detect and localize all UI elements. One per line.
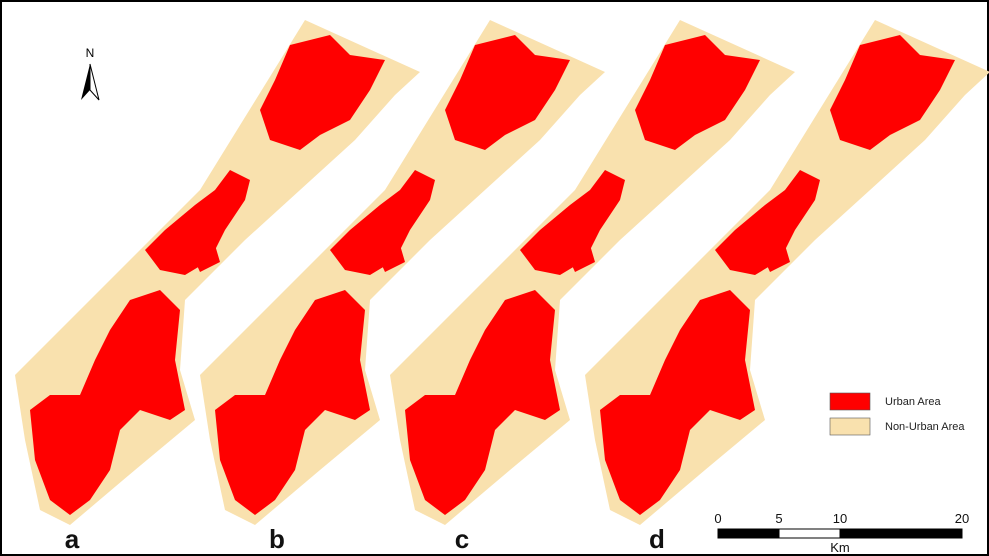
map-figure: N a b c d Urban Area Non-Urban Area Km 0… [0,0,989,556]
panel-label: c [455,524,469,554]
scale-segment [840,529,962,538]
scale-tick-label: 20 [955,511,969,526]
scale-segment [718,529,779,538]
scale-tick-label: 0 [714,511,721,526]
legend: Urban Area Non-Urban Area [830,393,965,435]
north-label: N [86,46,95,60]
scale-segment [779,529,840,538]
north-arrow: N [81,46,99,100]
panel-label: b [269,524,285,554]
panel-label: d [649,524,665,554]
scale-tick-label: 5 [775,511,782,526]
scale-bar: Km 0 5 10 20 [714,511,969,555]
legend-label: Non-Urban Area [885,421,965,433]
scale-unit: Km [830,540,850,555]
legend-swatch [830,393,870,410]
legend-swatch [830,418,870,435]
legend-label: Urban Area [885,396,942,408]
panel-label: a [65,524,80,554]
scale-tick-label: 10 [833,511,847,526]
